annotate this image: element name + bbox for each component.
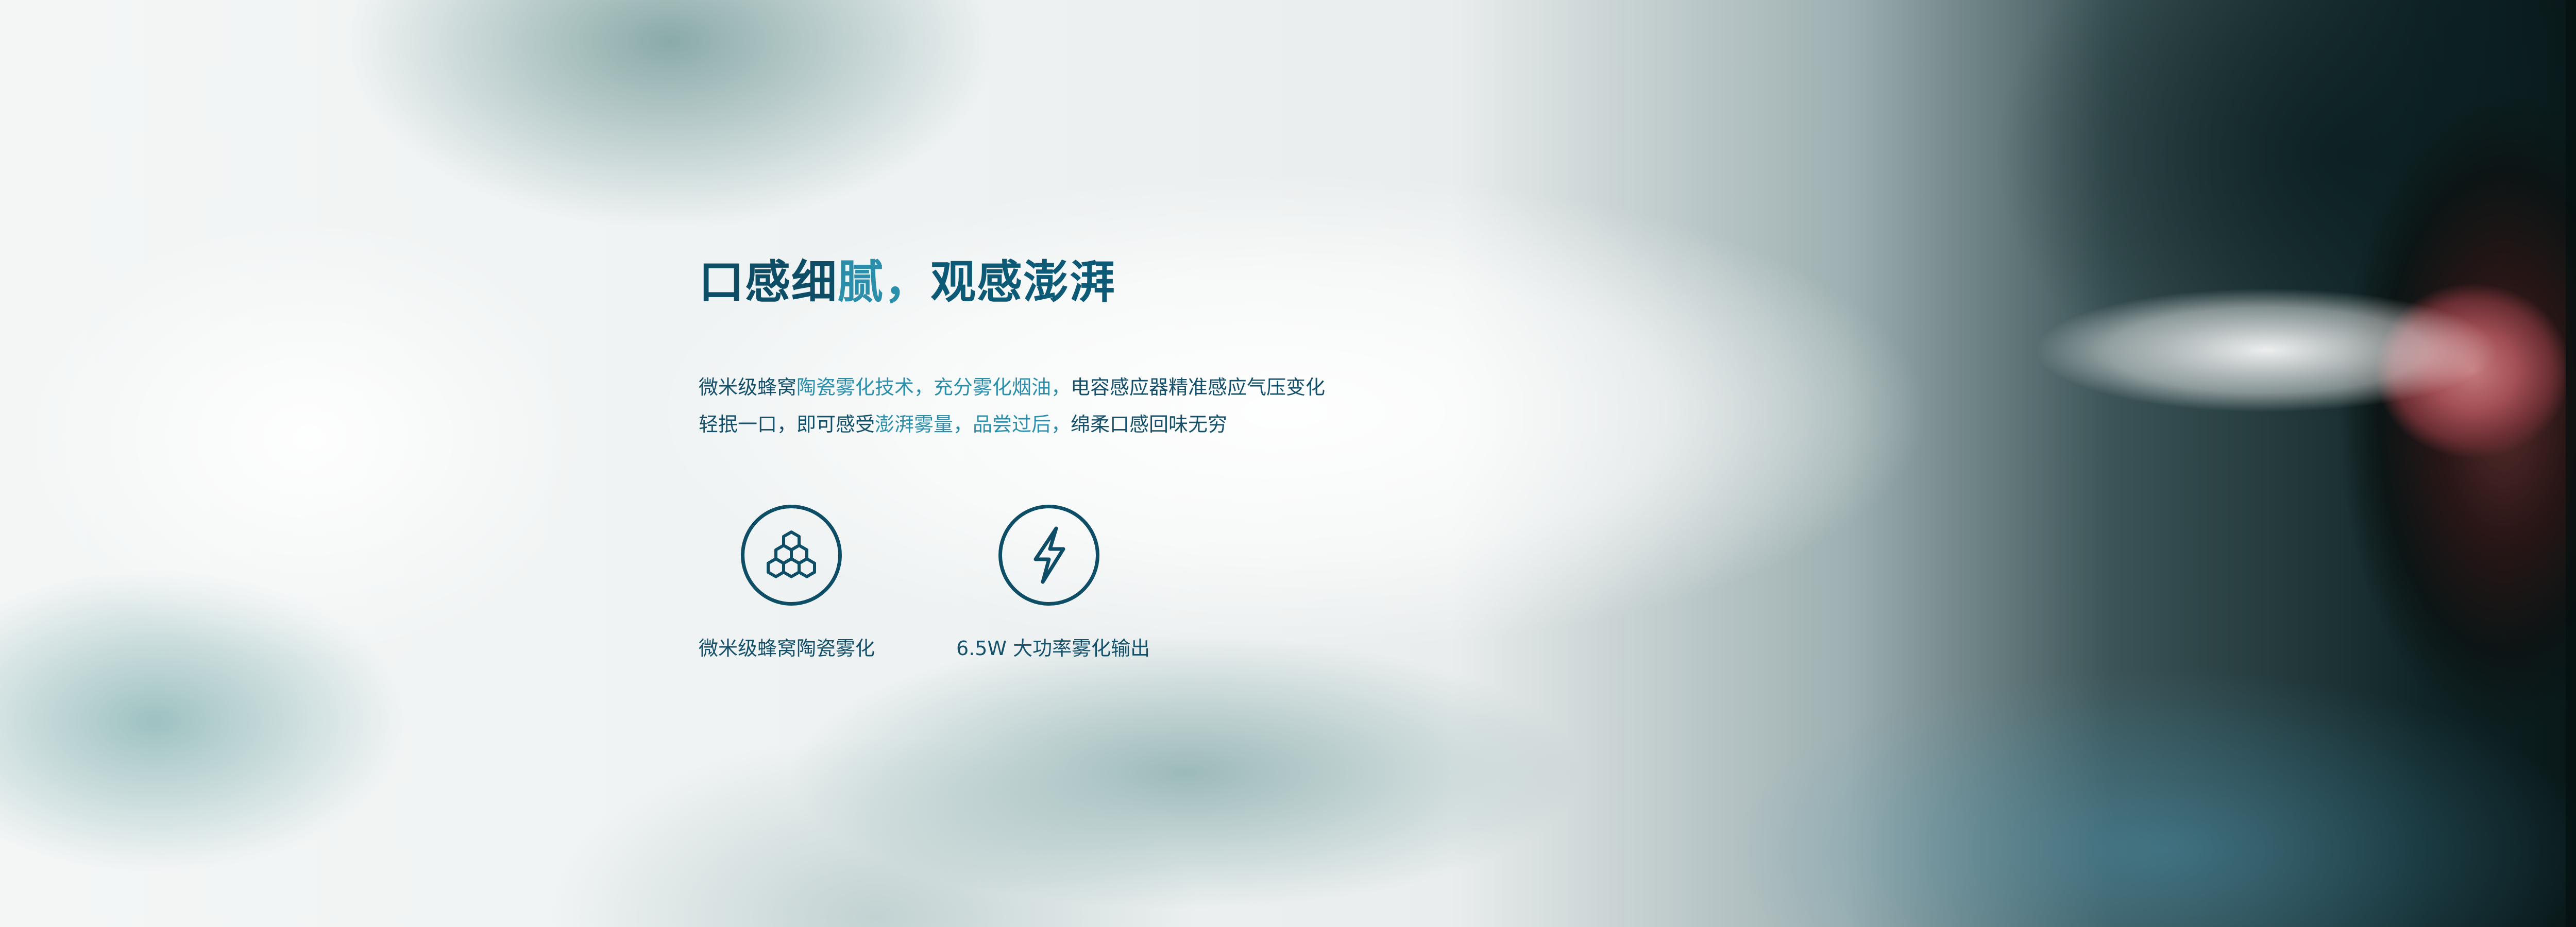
description-highlight: 澎湃雾量，品尝过后，: [875, 413, 1071, 436]
feature-label: 微米级蜂窝陶瓷雾化: [699, 637, 875, 660]
title-part-1: 口感细: [699, 255, 838, 308]
honeycomb-icon-graphic: [767, 530, 816, 578]
description: 微米级蜂窝陶瓷雾化技术，充分雾化烟油，电容感应器精准感应气压变化 轻抿一口，即可…: [699, 369, 1523, 443]
page-title: 口感细腻，观感澎湃: [699, 251, 1523, 313]
right-edge-shadow: [2566, 0, 2576, 927]
description-text: 轻抿一口，即可感受: [699, 413, 875, 436]
feature-item-power: 6.5W 大功率雾化输出: [956, 505, 1214, 661]
description-line-1: 微米级蜂窝陶瓷雾化技术，充分雾化烟油，电容感应器精准感应气压变化: [699, 369, 1523, 406]
lightning-icon-graphic: [1033, 526, 1065, 584]
description-text: 电容感应器精准感应气压变化: [1071, 376, 1326, 399]
honeycomb-icon: [741, 505, 842, 606]
title-part-2: 腻，: [838, 255, 931, 308]
lightning-icon: [998, 505, 1099, 606]
description-line-2: 轻抿一口，即可感受澎湃雾量，品尝过后，绵柔口感回味无穷: [699, 406, 1523, 443]
smoke-cloud: [464, 77, 2164, 747]
title-part-3: 观感澎湃: [930, 255, 1116, 308]
hero-content: 口感细腻，观感澎湃 微米级蜂窝陶瓷雾化技术，充分雾化烟油，电容感应器精准感应气压…: [699, 251, 1523, 661]
feature-list: 微米级蜂窝陶瓷雾化 6.5W 大功率雾化输出: [699, 505, 1523, 661]
feature-label: 6.5W 大功率雾化输出: [956, 637, 1150, 660]
smoke-plume: [1958, 268, 2499, 433]
description-text: 微米级蜂窝: [699, 376, 797, 399]
feature-item-honeycomb: 微米级蜂窝陶瓷雾化: [699, 505, 956, 661]
description-text: 绵柔口感回味无穷: [1071, 413, 1228, 436]
description-highlight: 陶瓷雾化技术，充分雾化烟油，: [796, 376, 1071, 399]
